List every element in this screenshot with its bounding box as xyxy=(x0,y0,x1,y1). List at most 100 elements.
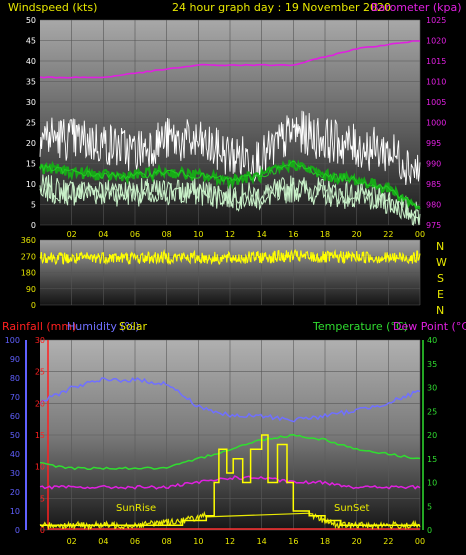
series-wind-lull-2 xyxy=(39,178,420,226)
wind-x-tick: 14 xyxy=(257,230,267,239)
wind-y-tick: 40 xyxy=(26,57,36,66)
wind-x-tick: 20 xyxy=(352,230,362,239)
humidity-y-tick: 100 xyxy=(5,336,20,345)
baro-y-tick: 1020 xyxy=(426,37,446,46)
wind-y-tick: 20 xyxy=(26,139,36,148)
series-solar xyxy=(40,434,420,527)
temp-x-tick: 08 xyxy=(162,537,172,546)
dir-y-tick: 0 xyxy=(31,301,36,310)
graph-title: 24 hour graph day : 19 November 2020 xyxy=(172,1,391,14)
wind-x-tick: 02 xyxy=(67,230,77,239)
wind-y-tick: 10 xyxy=(26,180,36,189)
temp-x-tick: 14 xyxy=(257,537,267,546)
series-solar-band xyxy=(39,510,421,531)
dir-y-tick: 180 xyxy=(21,269,36,278)
dir-y-tick: 360 xyxy=(21,236,36,245)
dir-label-w: W xyxy=(436,256,447,269)
wind-y-tick: 25 xyxy=(26,119,36,128)
series-temperature xyxy=(39,433,421,471)
wind-y-tick: 35 xyxy=(26,78,36,87)
dir-label-n-top: N xyxy=(436,240,444,253)
temp-x-tick: 02 xyxy=(67,537,77,546)
wind-y-tick: 30 xyxy=(26,98,36,107)
series-barometer xyxy=(39,40,420,79)
humidity-y-tick: 0 xyxy=(15,526,20,535)
wind-y-tick: 5 xyxy=(31,201,36,210)
dir-y-tick: 90 xyxy=(26,285,36,294)
temp-x-tick: 10 xyxy=(193,537,203,546)
baro-y-tick: 1000 xyxy=(426,119,446,128)
barometer-label: Barometer (kpa) xyxy=(371,1,462,14)
tick-labels: 0510152025303540455097598098599099510001… xyxy=(5,16,447,546)
baro-y-tick: 1010 xyxy=(426,78,446,87)
sunrise-label: SunRise xyxy=(116,503,156,514)
wind-x-tick: 10 xyxy=(193,230,203,239)
direction-grid xyxy=(40,239,421,306)
rain-y-tick: 30 xyxy=(35,336,45,345)
baro-y-tick: 1015 xyxy=(426,57,446,66)
humidity-y-tick: 90 xyxy=(10,355,20,364)
rain-y-tick: 10 xyxy=(35,463,45,472)
temperature-grid xyxy=(25,339,424,531)
temp-y-tick: 0 xyxy=(427,526,432,535)
temp-y-tick: 5 xyxy=(427,502,432,511)
wind-y-tick: 50 xyxy=(26,16,36,25)
humidity-y-tick: 10 xyxy=(10,507,20,516)
baro-y-tick: 995 xyxy=(426,139,441,148)
rainfall-label: Rainfall (mm) xyxy=(2,320,76,333)
temp-x-tick: 04 xyxy=(98,537,108,546)
temp-y-tick: 40 xyxy=(427,336,437,345)
humidity-y-tick: 70 xyxy=(10,393,20,402)
rain-y-tick: 0 xyxy=(40,526,45,535)
rain-y-tick: 20 xyxy=(35,399,45,408)
temperature-label: Temperature (°C) xyxy=(312,320,408,333)
dir-y-tick: 270 xyxy=(21,252,36,261)
series-humidity xyxy=(39,377,421,423)
series-wind-direction xyxy=(39,248,421,266)
humidity-y-tick: 40 xyxy=(10,450,20,459)
temp-x-tick: 12 xyxy=(225,537,235,546)
wind-x-tick: 22 xyxy=(383,230,393,239)
series-wind-gust xyxy=(39,110,421,186)
humidity-y-tick: 60 xyxy=(10,412,20,421)
humidity-y-tick: 30 xyxy=(10,469,20,478)
series-layer xyxy=(38,40,421,531)
temp-y-tick: 10 xyxy=(427,479,437,488)
temp-y-tick: 30 xyxy=(427,384,437,393)
humidity-label: Humidity (%) xyxy=(67,320,139,333)
rain-y-tick: 5 xyxy=(40,494,45,503)
humidity-y-tick: 80 xyxy=(10,374,20,383)
wind-x-tick: 04 xyxy=(98,230,108,239)
baro-y-tick: 1005 xyxy=(426,98,446,107)
temp-x-tick: 06 xyxy=(130,537,140,546)
baro-y-tick: 1025 xyxy=(426,16,446,25)
wind-x-tick: 00 xyxy=(415,230,425,239)
wind-x-tick: 06 xyxy=(130,230,140,239)
baro-y-tick: 975 xyxy=(426,221,441,230)
temp-x-tick: 00 xyxy=(415,537,425,546)
rain-y-tick: 25 xyxy=(35,368,45,377)
temp-x-tick: 22 xyxy=(383,537,393,546)
temp-y-tick: 25 xyxy=(427,407,437,416)
baro-y-tick: 980 xyxy=(426,201,441,210)
solar-label: Solar xyxy=(119,320,148,333)
series-dewpoint xyxy=(39,475,421,490)
wind-x-tick: 18 xyxy=(320,230,330,239)
baro-y-tick: 985 xyxy=(426,180,441,189)
rain-y-tick: 15 xyxy=(35,431,45,440)
temp-x-tick: 18 xyxy=(320,537,330,546)
dir-label-s: S xyxy=(437,272,444,285)
temp-x-tick: 20 xyxy=(352,537,362,546)
temp-y-tick: 15 xyxy=(427,455,437,464)
windspeed-label: Windspeed (kts) xyxy=(8,1,97,14)
wind-x-tick: 08 xyxy=(162,230,172,239)
baro-y-tick: 990 xyxy=(426,160,441,169)
wind-y-tick: 15 xyxy=(26,160,36,169)
wind-x-tick: 12 xyxy=(225,230,235,239)
humidity-y-tick: 50 xyxy=(10,431,20,440)
wind-y-tick: 45 xyxy=(26,37,36,46)
wind-y-tick: 0 xyxy=(31,221,36,230)
dir-label-n-bottom: N xyxy=(436,304,444,317)
